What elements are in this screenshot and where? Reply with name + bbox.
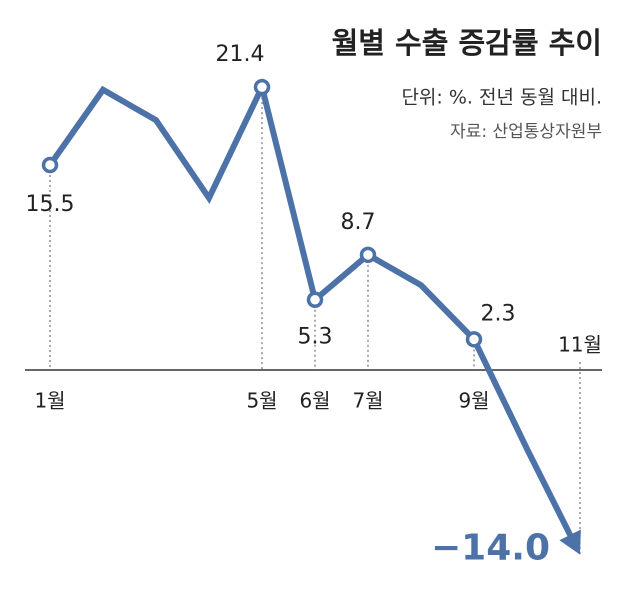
value-label: 2.3 [481,301,516,326]
data-point [306,291,324,308]
chart-source: 자료: 산업통상자원부 [450,122,602,142]
data-point [465,331,483,348]
x-tick-label: 11월 [558,333,602,357]
value-label: 21.4 [216,42,265,67]
arrow-head [559,529,581,555]
x-tick-label: 7월 [352,389,383,413]
x-tick-label: 1월 [34,389,65,413]
x-tick-label: 9월 [458,389,489,413]
chart-title: 월별 수출 증감률 추이 [332,26,602,60]
chart-subtitle: 단위: %. 전년 동월 대비. [401,87,602,109]
x-tick-label: 5월 [246,389,277,413]
value-label: 8.7 [341,210,376,235]
data-point [253,78,271,96]
value-label: 5.3 [298,325,333,350]
value-label: 15.5 [26,192,75,217]
x-tick-label: 6월 [299,389,330,413]
data-point [359,246,377,264]
data-point [41,156,59,174]
value-label: −14.0 [431,528,550,569]
